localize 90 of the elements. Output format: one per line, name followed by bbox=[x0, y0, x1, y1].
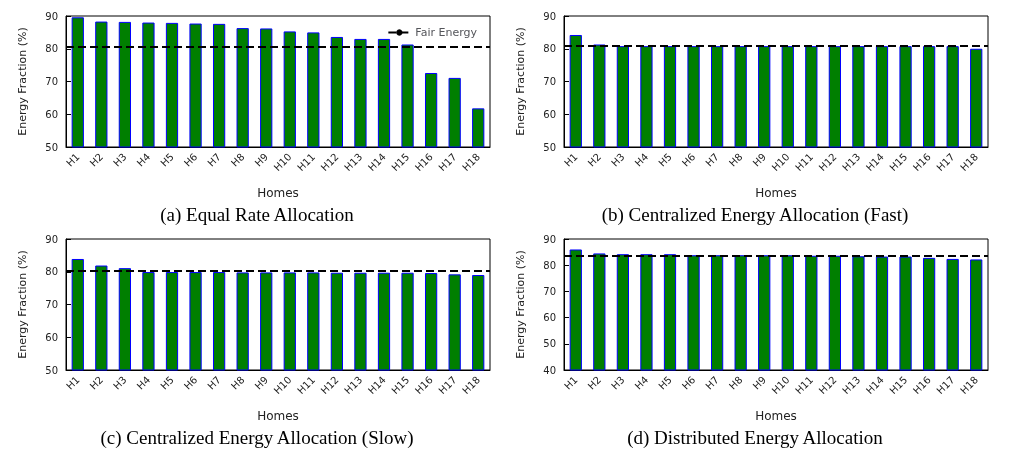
y-tick-label: 80 bbox=[543, 43, 556, 55]
x-tick-label: H3 bbox=[609, 374, 627, 392]
x-tick-label: H1 bbox=[562, 374, 580, 392]
x-tick-label: H11 bbox=[793, 151, 816, 174]
x-axis-title: Homes bbox=[257, 409, 299, 423]
x-tick-label: H1 bbox=[562, 151, 580, 169]
y-axis-title: Energy Fraction (%) bbox=[514, 27, 527, 136]
y-tick-label: 80 bbox=[45, 43, 58, 55]
y-tick-label: 50 bbox=[45, 364, 58, 376]
x-tick-label: H3 bbox=[111, 374, 129, 392]
x-tick-label: H12 bbox=[318, 374, 341, 397]
x-tick-label: H12 bbox=[816, 374, 839, 397]
x-tick-label: H6 bbox=[181, 374, 200, 392]
x-tick-label: H13 bbox=[342, 374, 365, 397]
x-tick-label: H5 bbox=[656, 151, 674, 169]
x-tick-label: H7 bbox=[205, 374, 223, 392]
y-axis-title: Energy Fraction (%) bbox=[16, 250, 29, 359]
x-tick-label: H10 bbox=[271, 151, 294, 174]
y-tick-label: 60 bbox=[45, 331, 58, 343]
x-tick-label: H3 bbox=[111, 151, 129, 169]
x-tick-label: H12 bbox=[318, 151, 341, 174]
y-tick-label: 40 bbox=[543, 364, 556, 376]
y-tick-label: 70 bbox=[543, 285, 556, 297]
x-tick-label: H10 bbox=[271, 374, 294, 397]
y-tick-label: 90 bbox=[543, 233, 556, 245]
x-tick-label: H10 bbox=[769, 374, 792, 397]
x-tick-label: H7 bbox=[205, 151, 223, 169]
y-axis-title: Energy Fraction (%) bbox=[16, 27, 29, 136]
y-tick-label: 70 bbox=[45, 76, 58, 87]
x-tick-label: H5 bbox=[158, 151, 176, 169]
text: (c) Centralized Energy Allocation (Slow) bbox=[100, 427, 414, 449]
x-tick-label: H13 bbox=[840, 374, 863, 397]
x-tick-label: H18 bbox=[460, 374, 483, 397]
y-tick-label: 90 bbox=[45, 10, 58, 22]
x-tick-label: H18 bbox=[958, 374, 981, 397]
x-tick-label: H11 bbox=[295, 151, 318, 174]
x-tick-label: H10 bbox=[769, 151, 792, 174]
x-tick-label: H13 bbox=[342, 151, 365, 174]
x-tick-label: H12 bbox=[816, 151, 839, 174]
y-tick-label: 60 bbox=[45, 108, 58, 120]
y-tick-label: 80 bbox=[543, 259, 556, 271]
y-tick-label: 90 bbox=[45, 233, 58, 245]
x-tick-label: H2 bbox=[585, 151, 604, 169]
x-tick-label: H4 bbox=[632, 151, 651, 169]
x-tick-label: H4 bbox=[632, 374, 651, 392]
y-tick-label: 50 bbox=[543, 141, 556, 153]
x-tick-label: H11 bbox=[793, 374, 816, 397]
x-tick-label: H5 bbox=[158, 374, 176, 392]
y-tick-label: 50 bbox=[45, 141, 58, 153]
x-tick-label: H11 bbox=[295, 374, 318, 397]
x-tick-label: H2 bbox=[87, 151, 106, 169]
x-tick-label: H7 bbox=[703, 151, 721, 169]
x-tick-label: H9 bbox=[750, 374, 769, 392]
x-tick-label: H4 bbox=[134, 151, 153, 169]
text: (b) Centralized Energy Allocation (Fast) bbox=[601, 204, 909, 226]
x-tick-label: H8 bbox=[228, 374, 247, 392]
x-tick-label: H18 bbox=[460, 151, 483, 174]
x-tick-label: H1 bbox=[64, 374, 82, 392]
x-tick-label: H9 bbox=[252, 151, 271, 169]
y-tick-label: 70 bbox=[543, 76, 556, 87]
y-tick-label: 90 bbox=[543, 10, 556, 22]
x-tick-label: H3 bbox=[609, 151, 627, 169]
x-tick-label: H9 bbox=[750, 151, 769, 169]
x-tick-label: H7 bbox=[703, 374, 721, 392]
y-tick-label: 70 bbox=[45, 299, 58, 310]
x-tick-label: H8 bbox=[726, 151, 745, 169]
legend-label: Fair Energy bbox=[415, 26, 478, 39]
x-tick-label: H1 bbox=[64, 151, 82, 169]
x-tick-label: H2 bbox=[585, 374, 604, 392]
x-tick-label: H6 bbox=[679, 374, 698, 392]
y-axis-title: Energy Fraction (%) bbox=[514, 250, 527, 359]
x-tick-label: H9 bbox=[252, 374, 271, 392]
x-axis-title: Homes bbox=[755, 186, 797, 200]
x-tick-label: H2 bbox=[87, 374, 106, 392]
x-tick-label: H18 bbox=[958, 151, 981, 174]
x-tick-label: H5 bbox=[656, 374, 674, 392]
y-tick-label: 60 bbox=[543, 108, 556, 120]
y-tick-label: 60 bbox=[543, 312, 556, 324]
x-axis-title: Homes bbox=[257, 186, 299, 200]
text: (d) Distributed Energy Allocation bbox=[627, 427, 884, 449]
x-tick-label: H4 bbox=[134, 374, 153, 392]
y-tick-label: 80 bbox=[45, 266, 58, 278]
y-tick-label: 50 bbox=[543, 338, 556, 350]
x-axis-title: Homes bbox=[755, 409, 797, 423]
x-tick-label: H6 bbox=[679, 151, 698, 169]
x-tick-label: H8 bbox=[228, 151, 247, 169]
x-tick-label: H13 bbox=[840, 151, 863, 174]
x-tick-label: H6 bbox=[181, 151, 200, 169]
x-tick-label: H8 bbox=[726, 374, 745, 392]
text: (a) Equal Rate Allocation bbox=[160, 204, 355, 226]
